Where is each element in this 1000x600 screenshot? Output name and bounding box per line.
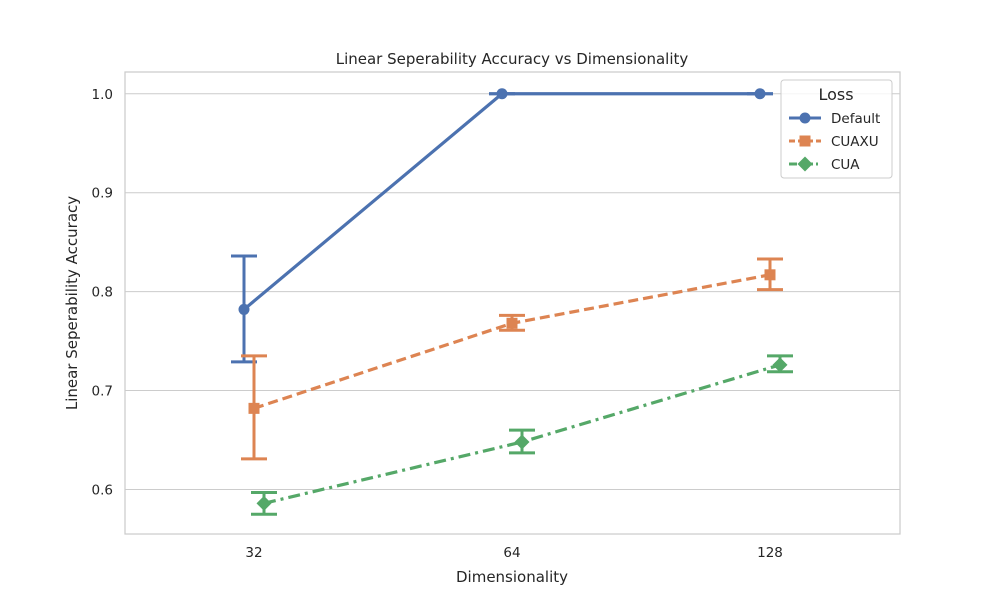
- data-point: [256, 495, 272, 511]
- y-tick-label: 0.7: [92, 384, 113, 400]
- series-line: [253, 273, 771, 410]
- series-default: [231, 88, 773, 364]
- legend-frame: [780, 79, 893, 179]
- series-cuaxu: [241, 257, 783, 461]
- y-tick-label: 1.0: [92, 87, 113, 103]
- y-tick-label: 0.9: [92, 186, 113, 202]
- legend-marker: [799, 135, 811, 147]
- y-axis-label: Linear Seperability Accuracy: [63, 196, 81, 410]
- x-tick-label: 32: [245, 545, 262, 561]
- y-tick-labels: 0.6 0.7 0.8 0.9 1.0: [92, 87, 113, 499]
- data-point: [496, 88, 508, 100]
- x-tick-labels: 32 64 128: [245, 545, 782, 561]
- series-cua: [251, 354, 793, 516]
- legend-item-cuaxu: CUAXU: [789, 134, 879, 150]
- legend-marker: [797, 156, 813, 172]
- data-point: [248, 402, 260, 414]
- data-point: [754, 88, 766, 100]
- data-point: [772, 357, 788, 373]
- legend-marker: [799, 112, 811, 124]
- y-tick-label: 0.8: [92, 285, 113, 301]
- legend-items: Default CUAXU CUA: [789, 111, 880, 173]
- legend: Loss Default CUAXU CUA: [780, 79, 893, 179]
- chart-title: Linear Seperability Accuracy vs Dimensio…: [336, 50, 689, 68]
- data-point: [764, 269, 776, 281]
- series-layer: [231, 88, 793, 516]
- legend-label: CUAXU: [831, 134, 879, 150]
- legend-item-default: Default: [789, 111, 880, 127]
- x-tick-label: 128: [757, 545, 783, 561]
- x-axis-label: Dimensionality: [456, 568, 568, 586]
- x-tick-label: 64: [503, 545, 520, 561]
- legend-label: Default: [831, 111, 880, 127]
- legend-title: Loss: [818, 85, 853, 104]
- series-line: [263, 363, 781, 505]
- y-tick-label: 0.6: [92, 482, 113, 498]
- legend-item-cua: CUA: [789, 156, 860, 173]
- series-line: [242, 92, 760, 311]
- data-point: [238, 303, 250, 315]
- data-point: [506, 317, 518, 329]
- plot-area-frame: [124, 71, 901, 535]
- legend-label: CUA: [831, 157, 860, 173]
- data-point: [514, 434, 530, 450]
